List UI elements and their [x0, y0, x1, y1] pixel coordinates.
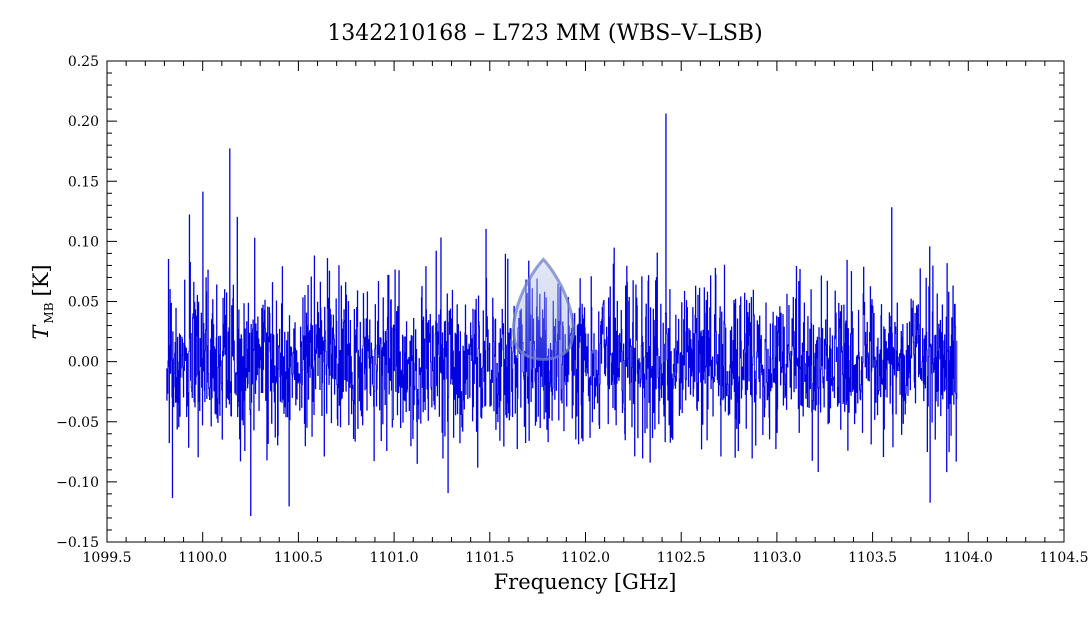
y-axis-label-unit: [K]: [29, 264, 53, 296]
x-tick-label: 1104.5: [1040, 550, 1089, 566]
y-tick-label: 0.25: [68, 54, 99, 70]
x-tick-label: 1103.5: [848, 550, 897, 566]
line-feature-droplet: [512, 257, 575, 361]
x-tick-label: 1101.5: [465, 550, 514, 566]
y-axis-label-subscript: MB: [42, 302, 56, 323]
y-tick-label: −0.05: [56, 415, 99, 431]
x-tick-label: 1102.5: [657, 550, 706, 566]
y-tick-label: 0.15: [68, 174, 99, 190]
x-tick-label: 1100.0: [178, 550, 227, 566]
spectrum-line: [166, 113, 958, 516]
line-feature-marker: [512, 257, 575, 361]
y-tick-label: −0.10: [56, 475, 99, 491]
y-axis-label-symbol: T: [29, 324, 53, 340]
x-tick-label: 1099.5: [83, 550, 132, 566]
x-tick-label: 1101.0: [370, 550, 419, 566]
y-tick-label: 0.00: [68, 355, 99, 371]
y-axis-label: TMB [K]: [29, 264, 56, 339]
chart-title: 1342210168 – L723 MM (WBS–V–LSB): [327, 21, 762, 46]
x-tick-label: 1100.5: [274, 550, 323, 566]
x-axis: 1099.5 1100.0 1100.5 1101.0 1101.5 1102.0 1102…: [83, 61, 1089, 566]
x-tick-label: 1102.0: [561, 550, 610, 566]
y-tick-label: 0.10: [68, 234, 99, 250]
y-tick-label: 0.20: [68, 114, 99, 130]
x-tick-label: 1103.0: [752, 550, 801, 566]
y-tick-label: −0.15: [56, 535, 99, 551]
y-tick-label: 0.05: [68, 295, 99, 311]
spectrum-series: [166, 113, 958, 516]
x-axis-label: Frequency [GHz]: [494, 570, 677, 594]
y-axis: −0.15 −0.10 −0.05 0.00 0.05 0.10 0.15 0.20 0.25: [56, 54, 1064, 551]
x-tick-label: 1104.0: [944, 550, 993, 566]
plot-area: [166, 113, 958, 516]
